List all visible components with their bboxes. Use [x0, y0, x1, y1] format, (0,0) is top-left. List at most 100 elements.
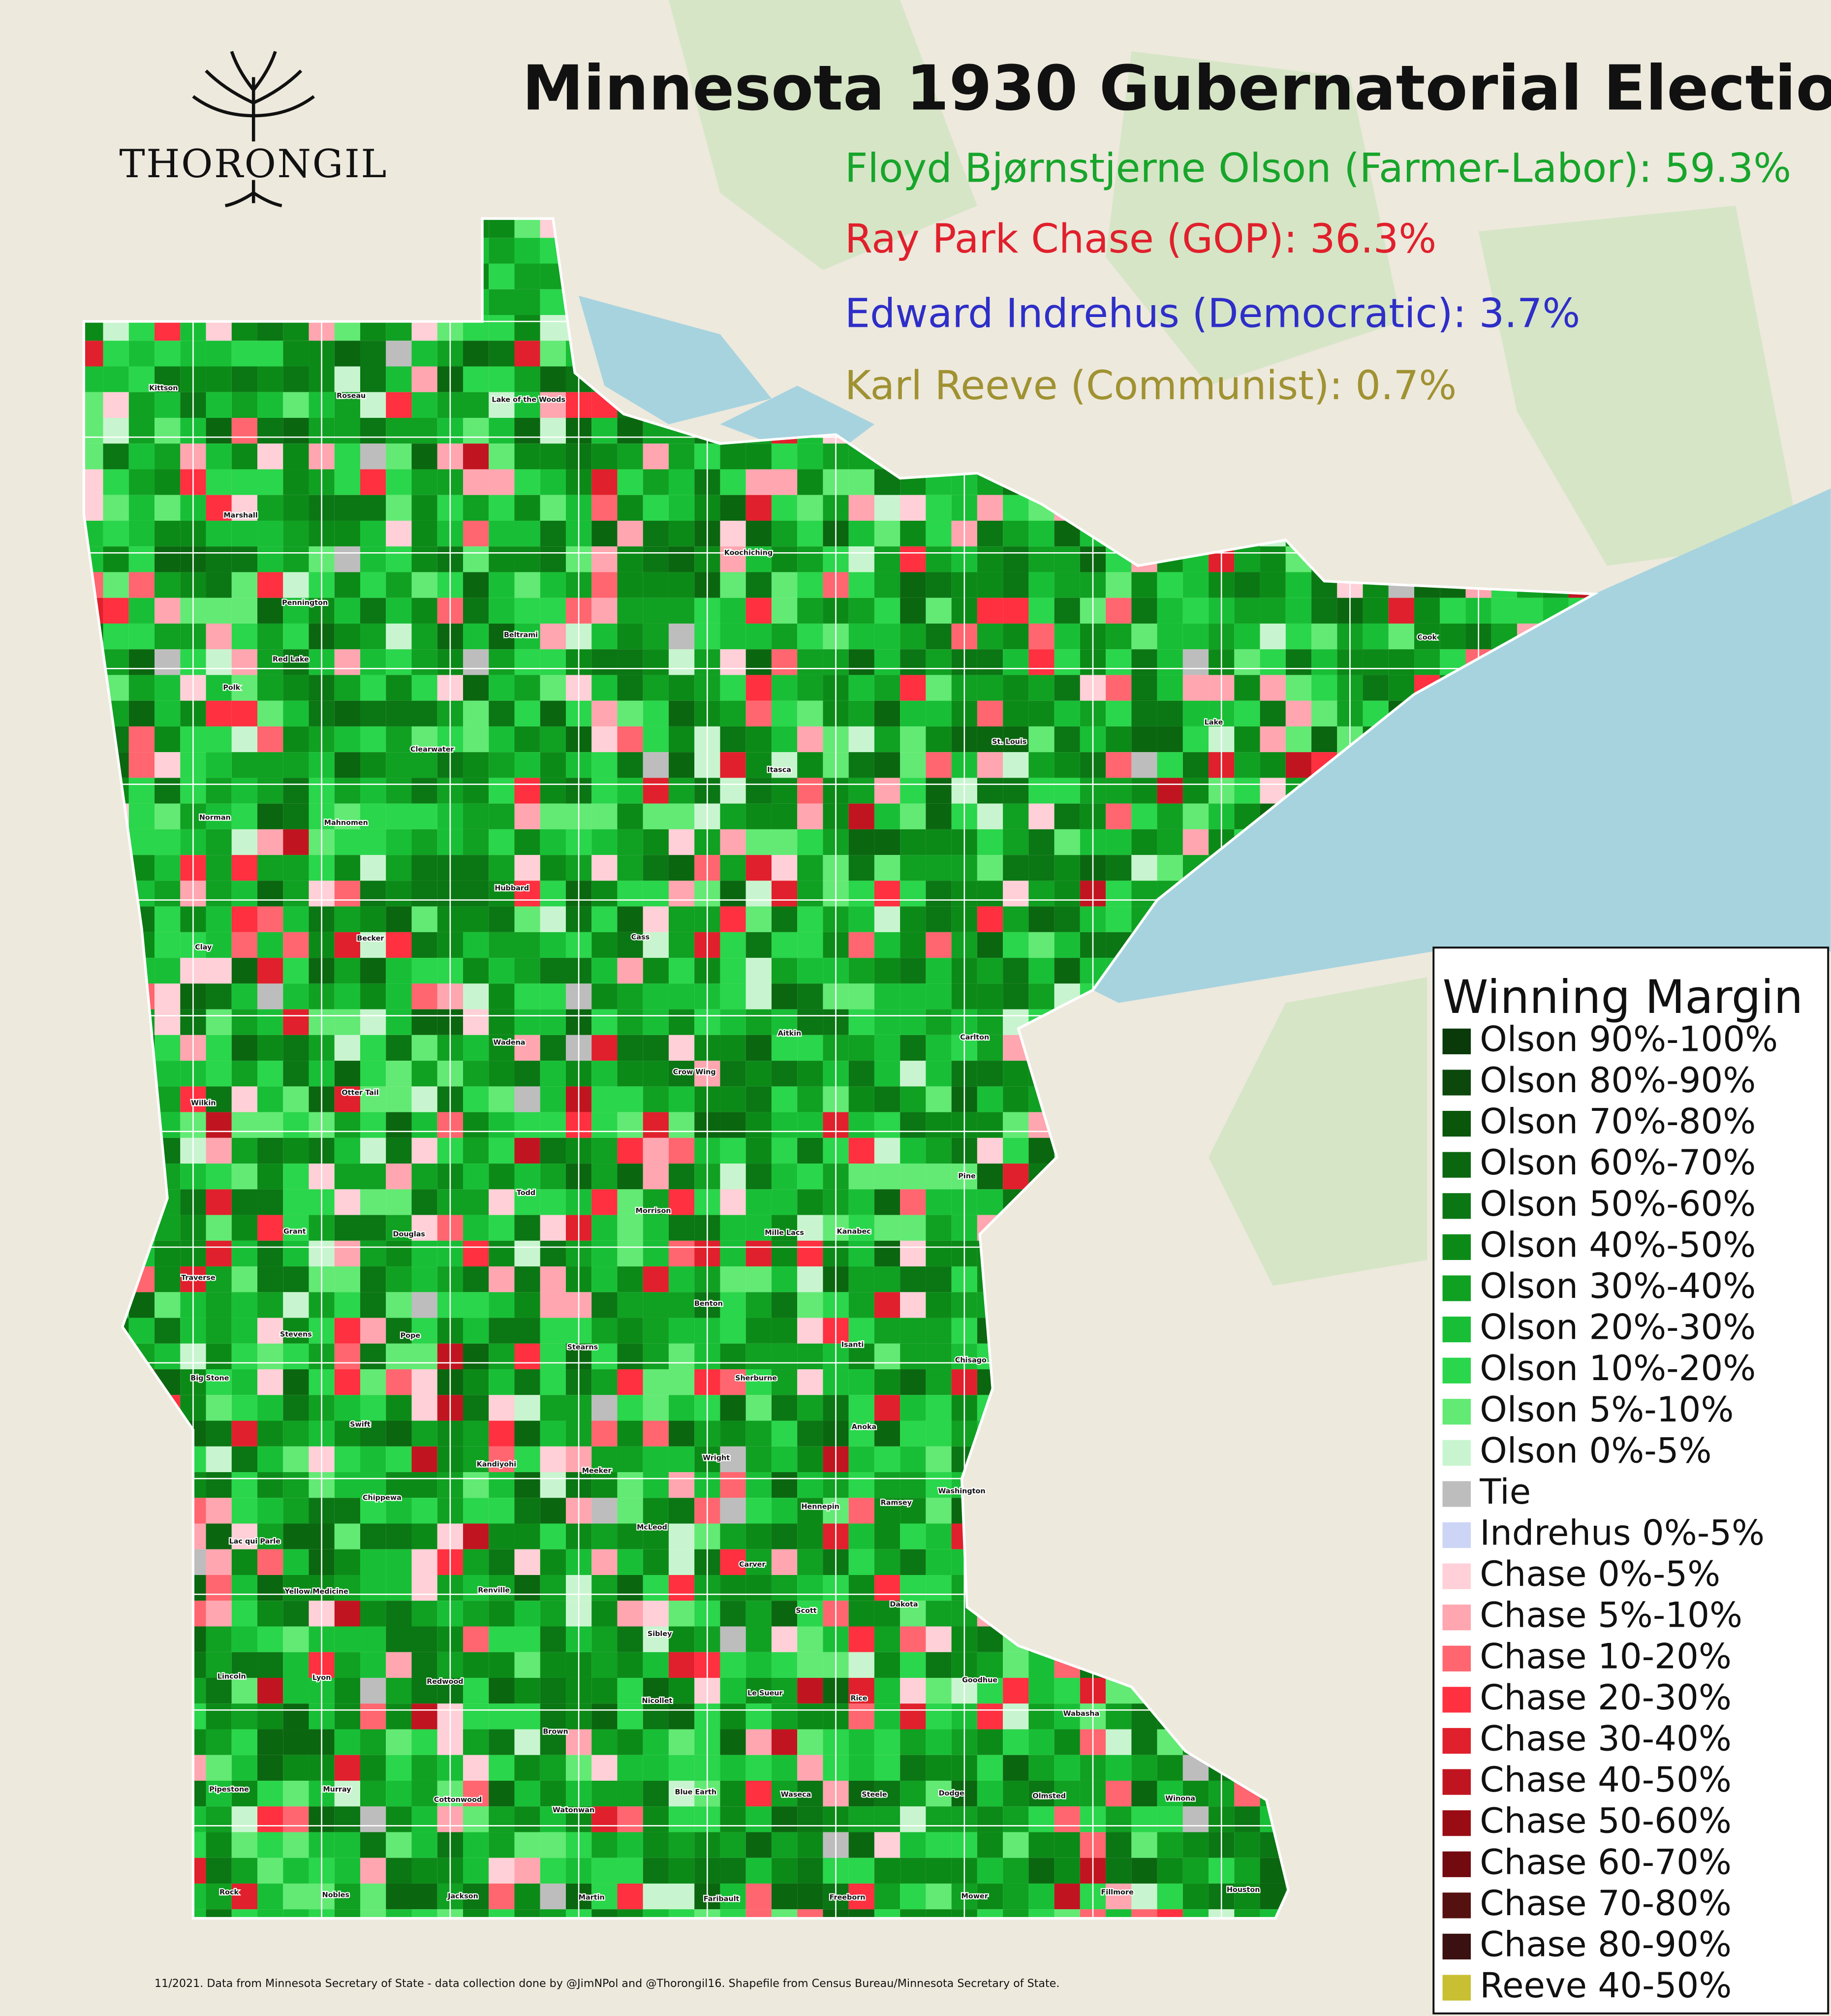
precinct-cell: [617, 1549, 643, 1575]
precinct-cell: [1054, 1883, 1080, 1910]
precinct-cell: [926, 1061, 952, 1087]
precinct-cell: [411, 906, 437, 932]
precinct-cell: [514, 1472, 540, 1498]
precinct-cell: [977, 1137, 1003, 1164]
precinct-cell: [1028, 906, 1055, 932]
precinct-cell: [1157, 855, 1183, 881]
legend-label: Olson 90%-100%: [1480, 1019, 1778, 1059]
precinct-cell: [1131, 778, 1157, 804]
precinct-cell: [206, 1318, 232, 1344]
precinct-cell: [1028, 803, 1055, 829]
precinct-cell: [257, 1420, 283, 1447]
precinct-cell: [540, 700, 566, 726]
precinct-cell: [360, 1189, 386, 1215]
precinct-cell: [1003, 1703, 1029, 1730]
precinct-cell: [720, 649, 746, 675]
precinct-cell: [771, 1883, 798, 1910]
precinct-cell: [386, 1498, 412, 1524]
precinct-cell: [514, 1601, 540, 1627]
precinct-cell: [977, 1729, 1003, 1755]
precinct-cell: [745, 1061, 772, 1087]
precinct-cell: [900, 778, 926, 804]
precinct-cell: [386, 1035, 412, 1061]
precinct-cell: [1003, 958, 1029, 984]
precinct-cell: [514, 1189, 540, 1215]
precinct-cell: [540, 1086, 566, 1112]
precinct-cell: [257, 623, 283, 650]
precinct-cell: [874, 1549, 900, 1575]
precinct-cell: [334, 1189, 361, 1215]
precinct-cell: [720, 1472, 746, 1498]
precinct-cell: [231, 1523, 258, 1549]
precinct-cell: [617, 1395, 643, 1421]
precinct-cell: [900, 1626, 926, 1652]
precinct-cell: [489, 1061, 515, 1087]
precinct-cell: [514, 778, 540, 804]
precinct-cell: [257, 752, 283, 778]
precinct-cell: [1003, 675, 1029, 701]
precinct-cell: [1311, 675, 1337, 701]
precinct-cell: [386, 1780, 412, 1807]
precinct-cell: [540, 726, 566, 753]
precinct-cell: [797, 1498, 823, 1524]
precinct-cell: [540, 1369, 566, 1395]
precinct-cell: [874, 1677, 900, 1704]
precinct-cell: [1260, 598, 1286, 624]
precinct-cell: [1260, 649, 1286, 675]
precinct-cell: [1234, 598, 1260, 624]
precinct-cell: [1388, 598, 1415, 624]
precinct-cell: [411, 1035, 437, 1061]
precinct-cell: [848, 1086, 874, 1112]
precinct-cell: [360, 1343, 386, 1370]
legend-swatch: [1442, 1933, 1471, 1960]
precinct-cell: [540, 932, 566, 958]
precinct-cell: [617, 1240, 643, 1267]
precinct-cell: [591, 1164, 618, 1190]
precinct-cell: [643, 1883, 669, 1910]
legend-swatch: [1442, 1687, 1471, 1713]
precinct-cell: [591, 1086, 618, 1112]
precinct-cell: [206, 906, 232, 932]
precinct-cell: [617, 1858, 643, 1884]
precinct-cell: [283, 726, 309, 753]
precinct-cell: [1285, 726, 1312, 753]
precinct-cell: [900, 1343, 926, 1370]
precinct-cell: [514, 1061, 540, 1087]
precinct-cell: [489, 443, 515, 470]
precinct-cell: [1003, 829, 1029, 855]
precinct-cell: [900, 1420, 926, 1447]
precinct-cell: [720, 932, 746, 958]
precinct-cell: [386, 1652, 412, 1678]
precinct-cell: [797, 598, 823, 624]
precinct-cell: [463, 881, 489, 907]
precinct-cell: [745, 1137, 772, 1164]
precinct-cell: [874, 726, 900, 753]
precinct-cell: [540, 1061, 566, 1087]
precinct-cell: [1054, 726, 1080, 753]
precinct-cell: [1440, 623, 1466, 650]
precinct-cell: [1131, 572, 1157, 598]
county-label: Rice: [850, 1695, 867, 1702]
precinct-cell: [720, 1780, 746, 1807]
precinct-cell: [411, 829, 437, 855]
precinct-cell: [1182, 675, 1209, 701]
precinct-cell: [591, 1729, 618, 1755]
precinct-cell: [977, 649, 1003, 675]
precinct-cell: [206, 1703, 232, 1730]
precinct-cell: [745, 700, 772, 726]
precinct-cell: [231, 469, 258, 495]
precinct-cell: [257, 855, 283, 881]
precinct-cell: [128, 700, 155, 726]
precinct-cell: [283, 1318, 309, 1344]
precinct-cell: [874, 1318, 900, 1344]
precinct-cell: [540, 520, 566, 547]
precinct-cell: [848, 546, 874, 572]
precinct-cell: [617, 1626, 643, 1652]
precinct-cell: [411, 1549, 437, 1575]
precinct-cell: [386, 932, 412, 958]
precinct-cell: [1363, 675, 1389, 701]
county-label: McLeod: [637, 1523, 667, 1531]
precinct-cell: [643, 726, 669, 753]
precinct-cell: [155, 1035, 181, 1061]
precinct-cell: [720, 1858, 746, 1884]
